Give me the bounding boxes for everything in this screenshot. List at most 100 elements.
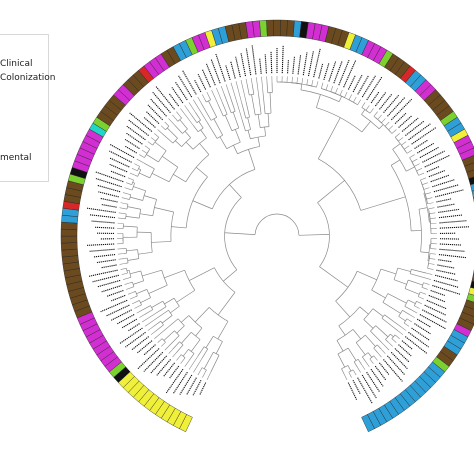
tip-label-mark <box>215 53 226 82</box>
leaf-branch <box>184 105 192 116</box>
internal-branch <box>371 289 386 299</box>
internal-branch <box>319 266 349 288</box>
leaf-branch <box>188 102 196 113</box>
tip-label-mark <box>439 220 467 224</box>
leaf-branch <box>427 202 434 205</box>
leaf-branch <box>301 78 304 85</box>
clade-arc <box>398 310 403 317</box>
tip-label-mark <box>439 243 462 246</box>
internal-branch <box>195 166 208 178</box>
tip-label-mark <box>438 208 460 213</box>
internal-branch <box>405 166 415 172</box>
internal-branch <box>185 141 194 150</box>
internal-branch <box>192 200 213 210</box>
leaf-branch <box>426 272 433 275</box>
leaf-branch <box>157 129 163 134</box>
tip-label-mark <box>205 63 216 86</box>
internal-branch <box>176 325 185 334</box>
internal-branch <box>402 310 410 315</box>
leaf-branch <box>391 338 397 343</box>
internal-branch <box>161 315 173 324</box>
tip-label-mark <box>168 92 180 107</box>
internal-branch <box>144 195 157 200</box>
internal-branch <box>208 100 218 118</box>
leaf-branch <box>131 168 138 172</box>
tip-label-mark <box>437 203 456 208</box>
tip-label-marks <box>86 44 470 405</box>
tip-label-mark <box>162 362 176 378</box>
tip-label-mark <box>174 81 188 101</box>
leaf-branch <box>121 272 128 275</box>
leaf-branch <box>127 177 134 181</box>
tip-label-mark <box>378 362 390 375</box>
clade-arc <box>381 314 385 319</box>
leaf-branch <box>416 301 423 305</box>
tip-label-mark <box>225 65 231 81</box>
leaf-branch <box>121 197 128 200</box>
leaf-branch <box>423 282 430 285</box>
leaf-branch <box>361 102 366 108</box>
internal-branch <box>353 361 358 368</box>
tip-label-mark <box>414 323 431 335</box>
leaf-branch <box>202 372 206 378</box>
tip-label-mark <box>124 145 137 154</box>
tip-label-mark <box>92 274 119 283</box>
tip-label-mark <box>124 138 140 149</box>
leaf-branch <box>240 80 247 102</box>
tip-label-mark <box>357 377 373 405</box>
internal-branch <box>125 216 140 219</box>
tip-label-mark <box>366 371 381 393</box>
internal-branch <box>140 297 151 303</box>
internal-branch <box>154 141 167 152</box>
tip-label-mark <box>186 377 197 396</box>
tip-label-mark <box>109 157 130 168</box>
internal-branch <box>362 356 367 363</box>
tip-label-mark <box>192 379 202 396</box>
leaf-branch <box>225 84 229 93</box>
internal-branch <box>404 305 413 311</box>
internal-branch <box>190 339 201 352</box>
leaf-branch <box>122 192 129 195</box>
tip-label-mark <box>110 309 132 321</box>
leaf-branch <box>365 361 370 367</box>
leaf-branch <box>172 114 177 120</box>
internal-branch <box>258 93 262 115</box>
tip-label-mark <box>408 331 429 348</box>
tip-label-mark <box>86 207 116 213</box>
internal-branch <box>126 249 138 252</box>
clade-arc <box>137 166 140 171</box>
leaf-branch <box>330 85 334 92</box>
internal-branch <box>381 317 399 332</box>
internal-branch <box>179 119 188 130</box>
leaf-branch <box>150 137 156 142</box>
internal-branch <box>266 82 269 93</box>
clade-arc <box>128 270 132 278</box>
clade-arc <box>427 244 431 261</box>
leaf-branch <box>414 163 420 167</box>
internal-branch <box>209 97 211 101</box>
tip-label-mark <box>95 178 122 188</box>
internal-branch <box>148 284 168 294</box>
leaf-branch <box>172 352 177 358</box>
internal-branch <box>127 258 139 261</box>
internal-branch <box>407 299 416 304</box>
internal-branch <box>397 267 411 272</box>
clade-arc <box>140 270 145 281</box>
clade-arc <box>373 344 378 349</box>
tip-label-mark <box>411 126 437 145</box>
tip-label-mark <box>126 125 146 141</box>
internal-branch <box>136 289 148 294</box>
leaf-branch <box>127 291 134 295</box>
tip-label-mark <box>328 61 337 82</box>
tip-label-mark <box>155 85 175 110</box>
tip-label-mark <box>156 359 171 376</box>
leaf-branch <box>129 172 136 176</box>
tip-label-mark <box>281 45 284 74</box>
tip-label-mark <box>240 52 247 77</box>
clade-arc <box>161 338 166 343</box>
clade-arc <box>336 329 354 341</box>
tip-label-mark <box>352 74 363 93</box>
tip-label-mark <box>343 59 357 88</box>
leaf-branch <box>414 305 420 309</box>
